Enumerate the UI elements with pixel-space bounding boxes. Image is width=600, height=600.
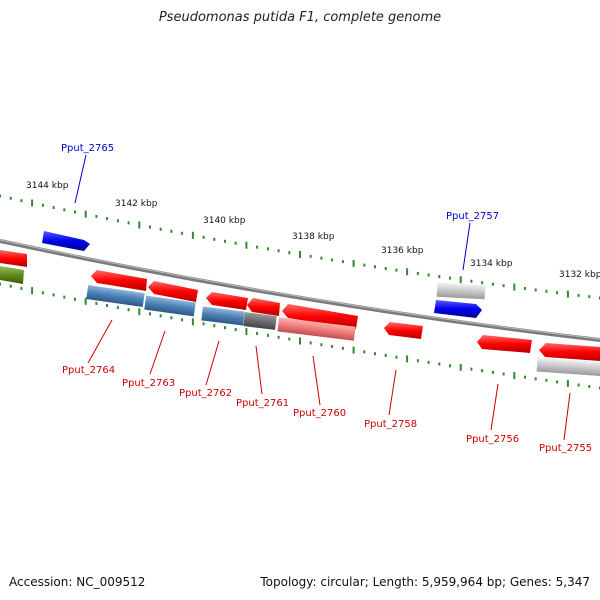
feature-pput-2763[interactable]: [144, 295, 196, 317]
connector-pput-2764: [87, 319, 113, 364]
gene-label-pput-2760[interactable]: Pput_2760: [293, 408, 346, 419]
scale-label: 3144 kbp: [26, 181, 69, 191]
gene-pput-2757[interactable]: [434, 300, 482, 318]
connector-pput-2761: [255, 345, 263, 395]
gene-label-pput-2761[interactable]: Pput_2761: [236, 398, 289, 409]
outer-scale-ticks: [0, 194, 600, 300]
gene-pput-2765[interactable]: [42, 231, 90, 251]
scale-label: 3132 kbp: [559, 270, 600, 280]
gene-red-f[interactable]: [384, 322, 423, 339]
gene-label-pput-2762[interactable]: Pput_2762: [179, 388, 232, 399]
connector-pput-2765: [74, 154, 87, 204]
gene-red-c[interactable]: [206, 292, 248, 310]
gene-left-edge[interactable]: [0, 250, 27, 267]
connector-pput-2757: [462, 222, 471, 271]
feature-pput-2760[interactable]: [277, 317, 356, 341]
connector-pput-2756: [490, 383, 499, 431]
scale-label: 3134 kbp: [470, 259, 513, 269]
accession-info: Accession: NC_009512: [9, 575, 146, 589]
scale-label: 3140 kbp: [203, 216, 246, 226]
gene-gray-2757-region[interactable]: [436, 282, 486, 300]
connector-pput-2762: [205, 340, 220, 386]
gene-red-a[interactable]: [91, 270, 147, 291]
gene-label-pput-2758[interactable]: Pput_2758: [364, 419, 417, 430]
genome-backbone-highlight: [0, 239, 600, 340]
gene-red-e[interactable]: [282, 304, 358, 329]
genome-backbone: [0, 239, 600, 342]
gene-red-g[interactable]: [477, 335, 532, 353]
feature-pput-2761[interactable]: [243, 312, 277, 330]
scale-label: 3136 kbp: [381, 246, 424, 256]
scale-label: 3142 kbp: [115, 199, 158, 209]
connector-pput-2763: [149, 330, 166, 375]
inner-scale-ticks: [0, 282, 600, 390]
gene-left-edge-olive[interactable]: [0, 266, 24, 284]
connector-pput-2755: [563, 392, 571, 441]
gene-label-pput-2755[interactable]: Pput_2755: [539, 443, 592, 454]
gene-red-b[interactable]: [148, 281, 198, 302]
gene-red-d[interactable]: [247, 298, 280, 316]
feature-pput-2764[interactable]: [86, 285, 145, 307]
gene-label-pput-2764[interactable]: Pput_2764: [62, 365, 115, 376]
connector-pput-2760: [312, 355, 321, 406]
topology-info: Topology: circular; Length: 5,959,964 bp…: [260, 575, 590, 589]
map-title: Pseudomonas putida F1, complete genome: [158, 10, 442, 25]
feature-pput-2762[interactable]: [201, 306, 245, 326]
feature-pput-2755[interactable]: [536, 357, 600, 377]
gene-red-h[interactable]: [539, 343, 600, 361]
gene-label-pput-2765[interactable]: Pput_2765: [61, 143, 114, 154]
gene-label-pput-2757[interactable]: Pput_2757: [446, 211, 499, 222]
gene-label-pput-2763[interactable]: Pput_2763: [122, 378, 175, 389]
scale-label: 3138 kbp: [292, 232, 335, 242]
gene-label-pput-2756[interactable]: Pput_2756: [466, 434, 519, 445]
connector-pput-2758: [388, 369, 397, 416]
